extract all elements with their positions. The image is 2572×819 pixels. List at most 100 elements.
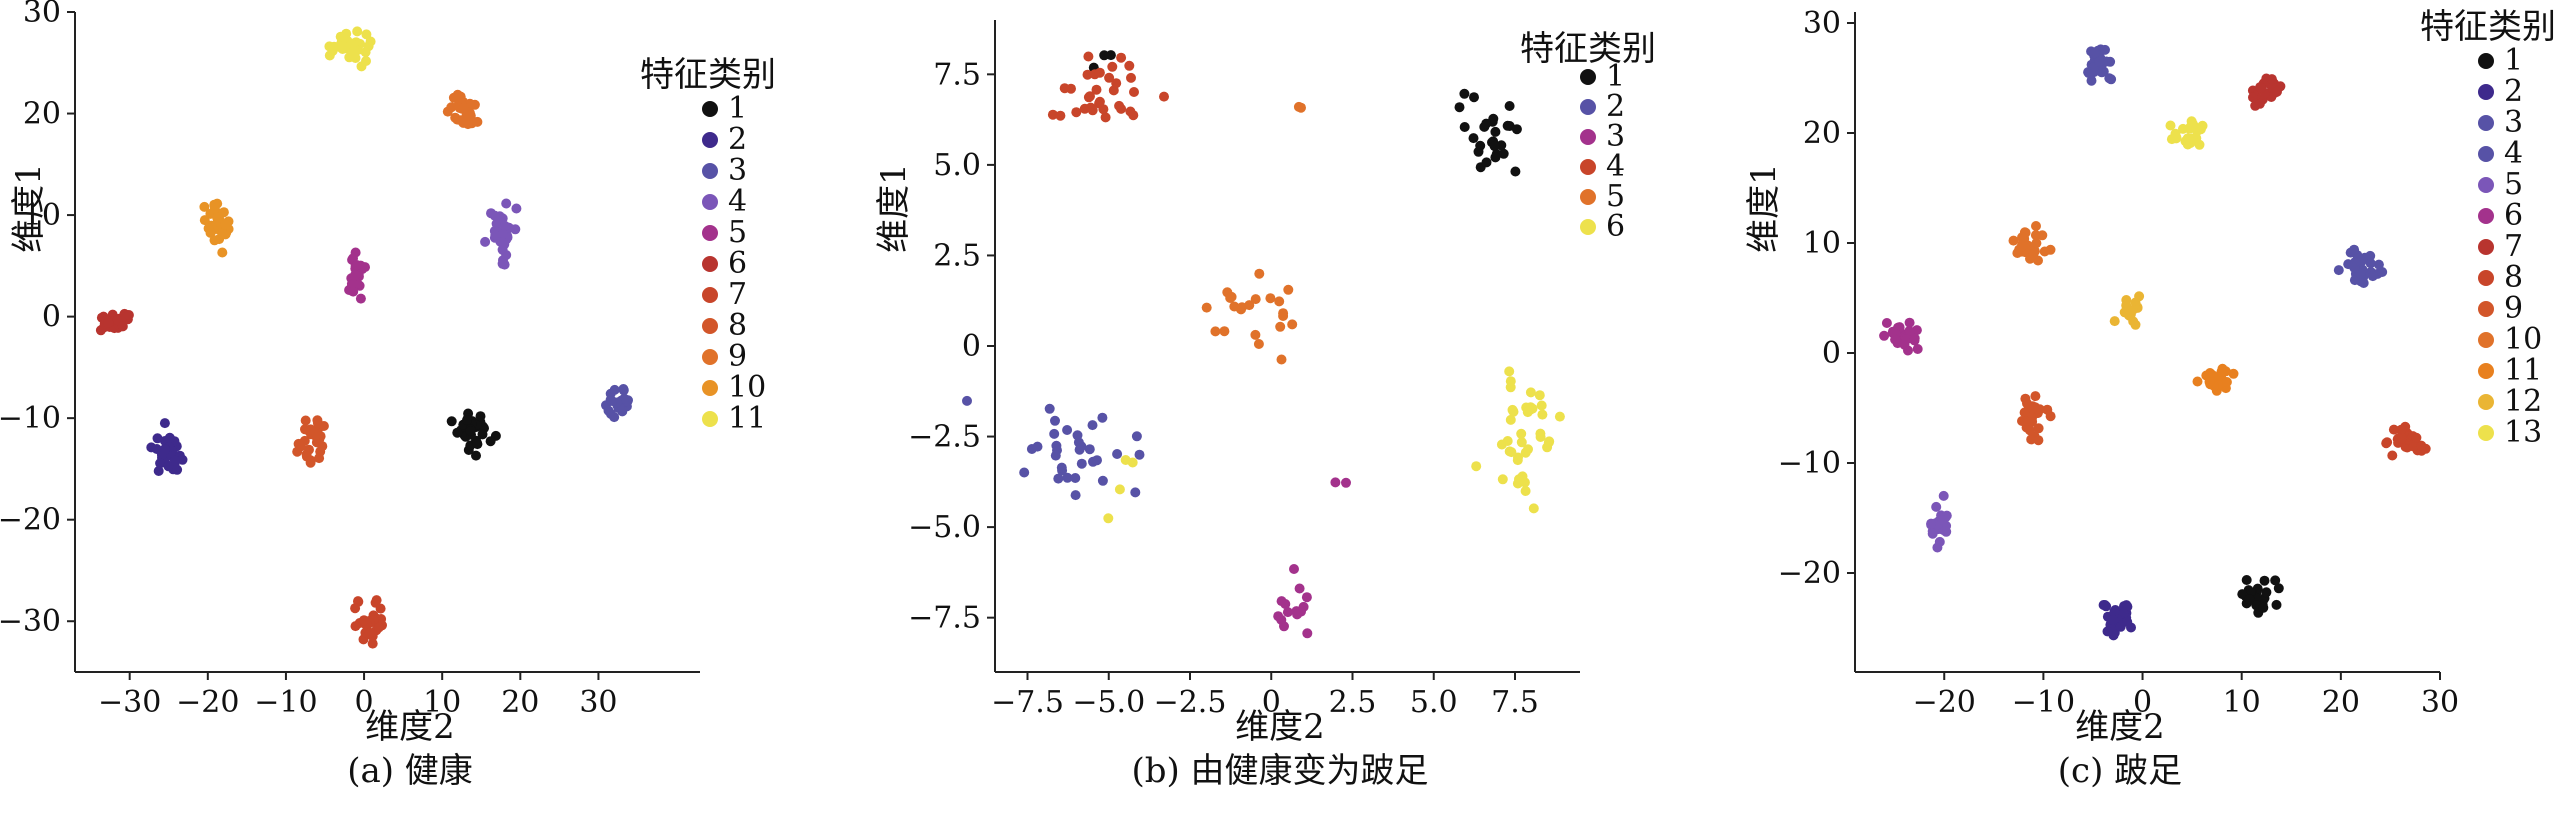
- legend-label-6: 6: [728, 246, 747, 281]
- legend-label-5: 5: [728, 215, 747, 250]
- scatter-point-class-2: [1062, 472, 1073, 483]
- legend-marker-5: [702, 225, 718, 241]
- scatter-point-class-4: [1126, 72, 1136, 83]
- scatter-point-class-11: [361, 56, 371, 66]
- x-tick-label: −2.5: [1154, 685, 1227, 720]
- scatter-point-class-5: [1926, 518, 1937, 529]
- scatter-point-class-10: [203, 223, 214, 234]
- y-tick-label: −20: [0, 503, 61, 538]
- scatter-point-class-1: [1490, 152, 1501, 163]
- scatter-point-class-8: [2388, 424, 2399, 435]
- scatter-point-class-10: [2008, 235, 2019, 246]
- scatter-point-class-13: [2195, 124, 2206, 135]
- panel-b: −7.5 −5.0 −2.5 0 2.5 5.0 7.5−7.5−5.0−2.502.55.…: [874, 20, 1656, 791]
- scatter-point-class-1: [1502, 120, 1513, 131]
- scatter-point-class-2: [1070, 473, 1081, 483]
- scatter-point-class-2: [1131, 431, 1142, 442]
- scatter-point-class-5: [350, 247, 361, 258]
- y-tick-label: 0: [42, 300, 61, 335]
- legend-marker-9: [702, 349, 718, 365]
- scatter-point-class-7: [350, 621, 361, 632]
- scatter-point-class-5: [1201, 302, 1212, 313]
- scatter-point-class-1: [472, 438, 483, 449]
- scatter-point-class-4: [1107, 61, 1118, 72]
- scatter-point-class-5: [1278, 308, 1289, 319]
- scatter-point-class-1: [2258, 602, 2269, 613]
- legend-marker-7: [2478, 239, 2494, 255]
- scatter-point-class-1: [477, 429, 488, 440]
- x-tick-label: 0: [1262, 685, 1281, 720]
- scatter-point-class-1: [1489, 141, 1500, 152]
- scatter-point-class-9: [2033, 435, 2044, 446]
- scatter-point-class-8: [305, 424, 316, 435]
- scatter-point-class-1: [1469, 92, 1479, 103]
- x-tick-label: −20: [1913, 685, 1976, 720]
- scatter-point-class-6: [1887, 326, 1898, 337]
- scatter-point-class-6: [1514, 474, 1524, 485]
- legend-marker-1: [702, 101, 718, 117]
- scatter-point-class-6: [123, 310, 134, 320]
- panel-a: −30 −20 −10 0 10 20 30 −30 −20 −10 0 10 20 30 维度2 维度1…: [0, 0, 776, 791]
- scatter-point-class-2: [1134, 449, 1145, 460]
- panel-c-ylabel: 维度1: [1744, 163, 1784, 253]
- scatter-point-class-2: [1051, 440, 1062, 451]
- legend-marker-4: [2478, 146, 2494, 162]
- scatter-point-class-4: [1083, 51, 1094, 62]
- scatter-point-class-6: [1534, 390, 1545, 401]
- panel-b-ylabel: 维度1: [874, 163, 914, 253]
- legend-label-11: 11: [728, 401, 766, 436]
- scatter-point-class-6: [1901, 334, 1912, 345]
- scatter-point-class-11: [363, 41, 374, 52]
- x-tick-label: 20: [501, 685, 539, 720]
- legend-label-10: 10: [2504, 322, 2542, 357]
- scatter-point-class-1: [1481, 118, 1492, 129]
- scatter-point-class-4: [1114, 100, 1125, 111]
- scatter-point-class-4: [1094, 98, 1105, 109]
- scatter-point-class-1: [2241, 575, 2252, 585]
- scatter-point-class-3: [609, 384, 620, 395]
- scatter-point-class-4: [2355, 268, 2366, 279]
- panel-a-caption: (a) 健康: [347, 751, 473, 791]
- scatter-point-class-5: [350, 270, 360, 281]
- legend-label-5: 5: [1606, 179, 1625, 214]
- scatter-point-class-1: [2237, 589, 2248, 600]
- x-tick-label: −20: [176, 685, 239, 720]
- scatter-point-class-9: [2020, 393, 2031, 404]
- scatter-point-class-1: [452, 427, 463, 438]
- scatter-point-class-3: [1289, 564, 1299, 574]
- scatter-point-class-1: [2273, 583, 2284, 594]
- scatter-point-class-4: [1124, 60, 1135, 71]
- scatter-point-class-5: [1927, 528, 1938, 539]
- scatter-point-class-10: [199, 201, 210, 212]
- scatter-point-class-6: [1544, 436, 1555, 447]
- scatter-point-class-6: [1912, 344, 1923, 354]
- y-tick-label: 20: [23, 97, 61, 132]
- scatter-point-class-4: [1111, 78, 1122, 89]
- scatter-point-class-7: [2266, 74, 2277, 85]
- scatter-point-class-2: [159, 418, 170, 429]
- scatter-point-class-3: [1276, 596, 1287, 607]
- legend-marker-13: [2478, 425, 2494, 441]
- scatter-point-class-8: [311, 437, 322, 448]
- scatter-point-class-4: [1128, 110, 1139, 121]
- scatter-point-class-4: [2333, 265, 2344, 276]
- panel-c-points: [1879, 44, 2431, 641]
- scatter-point-class-10: [199, 215, 210, 226]
- scatter-point-class-3: [1294, 583, 1305, 594]
- scatter-point-class-2: [1074, 444, 1085, 455]
- scatter-point-class-5: [1938, 490, 1949, 501]
- scatter-point-class-2: [2109, 606, 2120, 617]
- legend-marker-4: [702, 194, 718, 210]
- scatter-point-class-5: [1236, 304, 1246, 315]
- scatter-point-class-1: [2244, 594, 2255, 605]
- scatter-point-class-2: [2122, 616, 2133, 627]
- scatter-point-class-3: [1279, 621, 1289, 632]
- panel-a-xlabel: 维度2: [365, 707, 455, 747]
- scatter-point-class-2: [2108, 614, 2119, 625]
- scatter-point-class-6: [1120, 455, 1131, 465]
- scatter-point-class-8: [2387, 450, 2398, 461]
- scatter-point-class-6: [1904, 317, 1915, 328]
- legend-label-11: 11: [2504, 353, 2542, 388]
- x-tick-label: 7.5: [1491, 685, 1539, 720]
